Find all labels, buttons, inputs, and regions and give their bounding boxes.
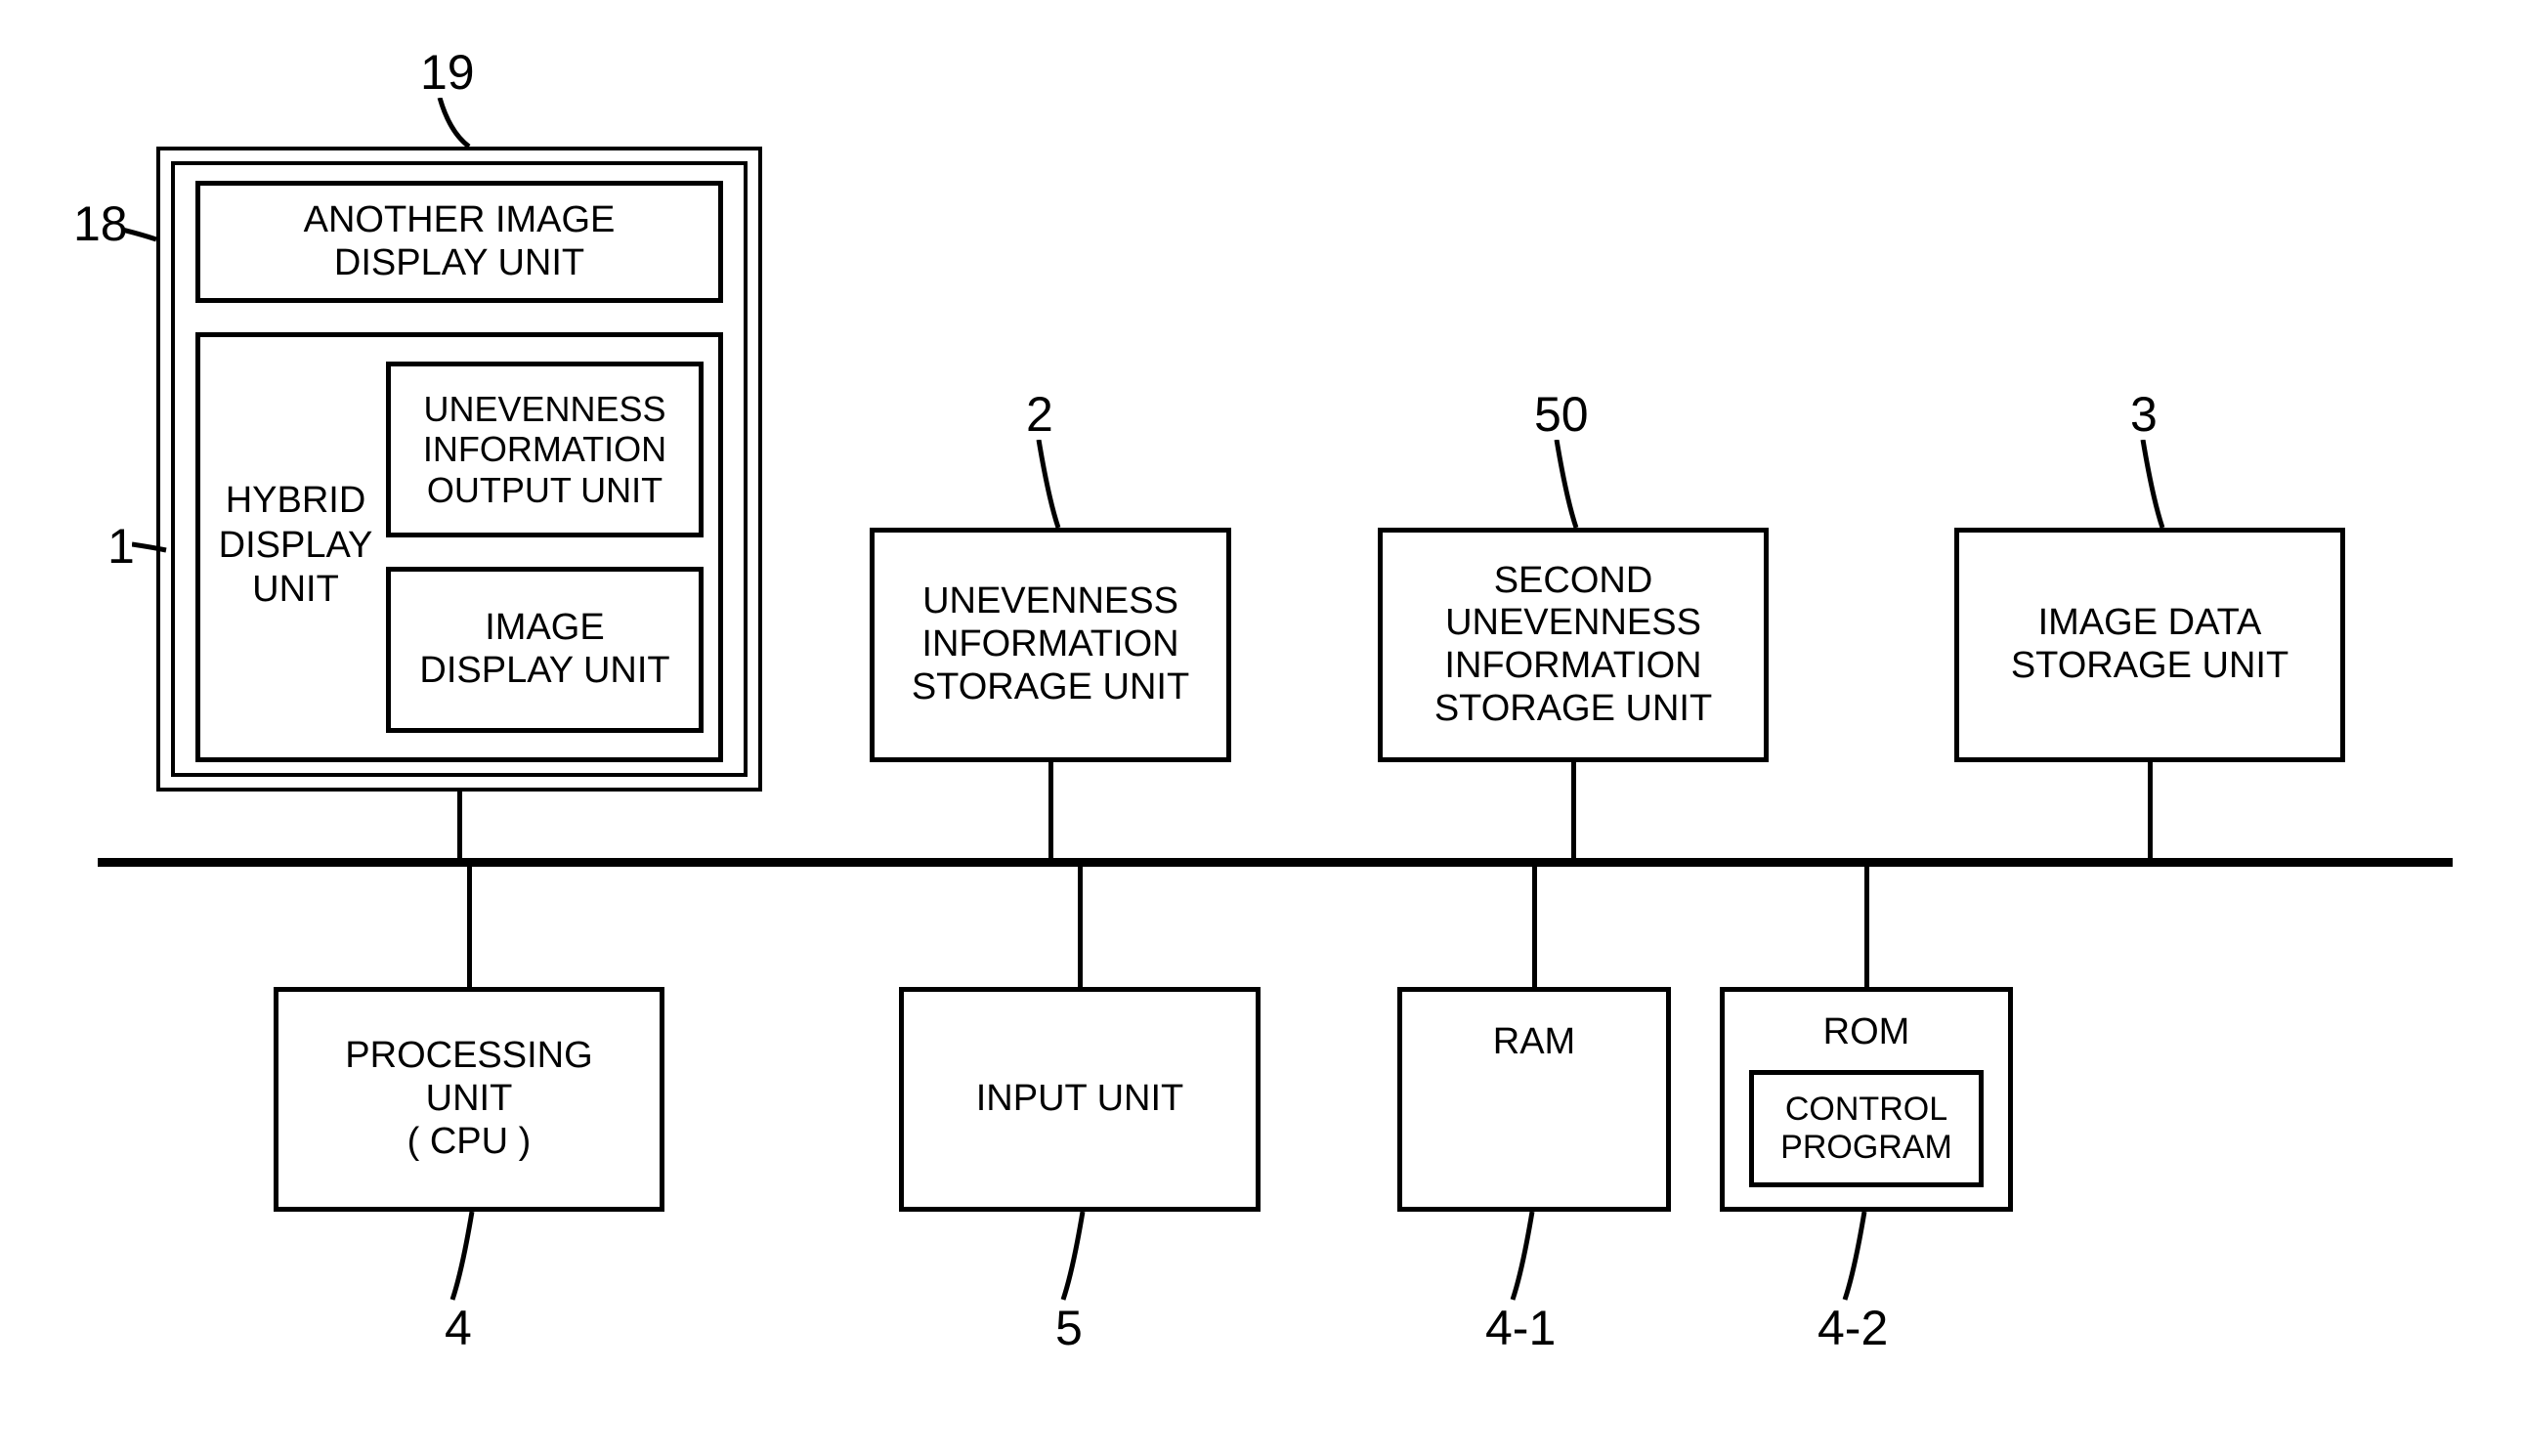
box-2: UNEVENNESSINFORMATIONSTORAGE UNIT [870, 528, 1231, 762]
box-4: PROCESSINGUNIT( CPU ) [274, 987, 664, 1212]
leader-4-2 [1837, 1212, 1886, 1305]
box-ram: RAM [1397, 987, 1671, 1212]
conn-ram [1532, 867, 1537, 987]
box-1-label-text: HYBRIDDISPLAYUNIT [219, 480, 373, 610]
ref-2: 2 [1026, 386, 1053, 443]
box-2-text: UNEVENNESSINFORMATIONSTORAGE UNIT [912, 580, 1189, 708]
leader-18 [122, 215, 161, 254]
leader-4-1 [1505, 1212, 1554, 1305]
conn-box2 [1048, 762, 1053, 858]
ref-4: 4 [445, 1300, 472, 1356]
leader-2 [1031, 440, 1080, 533]
ref-1: 1 [107, 518, 135, 575]
leader-3 [2135, 440, 2184, 533]
leader-19 [430, 98, 489, 151]
box-1-inner-bottom: IMAGEDISPLAY UNIT [386, 567, 704, 733]
ref-5-text: 5 [1055, 1301, 1083, 1355]
ref-50: 50 [1534, 386, 1589, 443]
bus-line [98, 858, 2453, 867]
leader-5 [1055, 1212, 1104, 1305]
conn-box5 [1078, 867, 1083, 987]
ref-5: 5 [1055, 1300, 1083, 1356]
ref-19-text: 19 [420, 45, 475, 100]
box-1-inner-bottom-text: IMAGEDISPLAY UNIT [419, 607, 669, 692]
box-rom-text: ROM [1823, 1011, 1910, 1054]
ref-1-text: 1 [107, 519, 135, 574]
box-ctrl-text: CONTROLPROGRAM [1780, 1091, 1952, 1167]
ref-4-1-text: 4-1 [1485, 1301, 1556, 1355]
box-1-label: HYBRIDDISPLAYUNIT [210, 479, 381, 613]
leader-1 [132, 533, 171, 562]
box-ram-text: RAM [1493, 1021, 1575, 1064]
ref-4-2-text: 4-2 [1817, 1301, 1888, 1355]
leader-50 [1549, 440, 1598, 533]
ref-4-1: 4-1 [1485, 1300, 1556, 1356]
ref-3: 3 [2130, 386, 2158, 443]
box-50: SECONDUNEVENNESSINFORMATIONSTORAGE UNIT [1378, 528, 1769, 762]
ref-50-text: 50 [1534, 387, 1589, 442]
ref-18-text: 18 [73, 196, 128, 251]
conn-box3 [2148, 762, 2153, 858]
conn-outer19 [457, 792, 462, 858]
conn-box50 [1571, 762, 1576, 858]
ref-4-2: 4-2 [1817, 1300, 1888, 1356]
ref-4-text: 4 [445, 1301, 472, 1355]
box-5-text: INPUT UNIT [976, 1078, 1184, 1121]
ref-3-text: 3 [2130, 387, 2158, 442]
box-5: INPUT UNIT [899, 987, 1261, 1212]
box-1-inner-top: UNEVENNESSINFORMATIONOUTPUT UNIT [386, 362, 704, 537]
ref-19: 19 [420, 44, 475, 101]
box-4-text: PROCESSINGUNIT( CPU ) [345, 1035, 592, 1163]
ref-2-text: 2 [1026, 387, 1053, 442]
box-1-inner-top-text: UNEVENNESSINFORMATIONOUTPUT UNIT [423, 389, 666, 510]
leader-4 [445, 1212, 493, 1305]
box-3: IMAGE DATASTORAGE UNIT [1954, 528, 2345, 762]
box-50-text: SECONDUNEVENNESSINFORMATIONSTORAGE UNIT [1434, 560, 1712, 731]
ref-18: 18 [73, 195, 128, 252]
box-18: ANOTHER IMAGEDISPLAY UNIT [195, 181, 723, 303]
conn-rom [1864, 867, 1869, 987]
box-18-text: ANOTHER IMAGEDISPLAY UNIT [304, 199, 616, 284]
box-control-program: CONTROLPROGRAM [1749, 1070, 1984, 1187]
diagram-canvas: ANOTHER IMAGEDISPLAY UNIT HYBRIDDISPLAYU… [0, 0, 2523, 1456]
conn-box4 [467, 867, 472, 987]
box-3-text: IMAGE DATASTORAGE UNIT [2011, 602, 2288, 687]
